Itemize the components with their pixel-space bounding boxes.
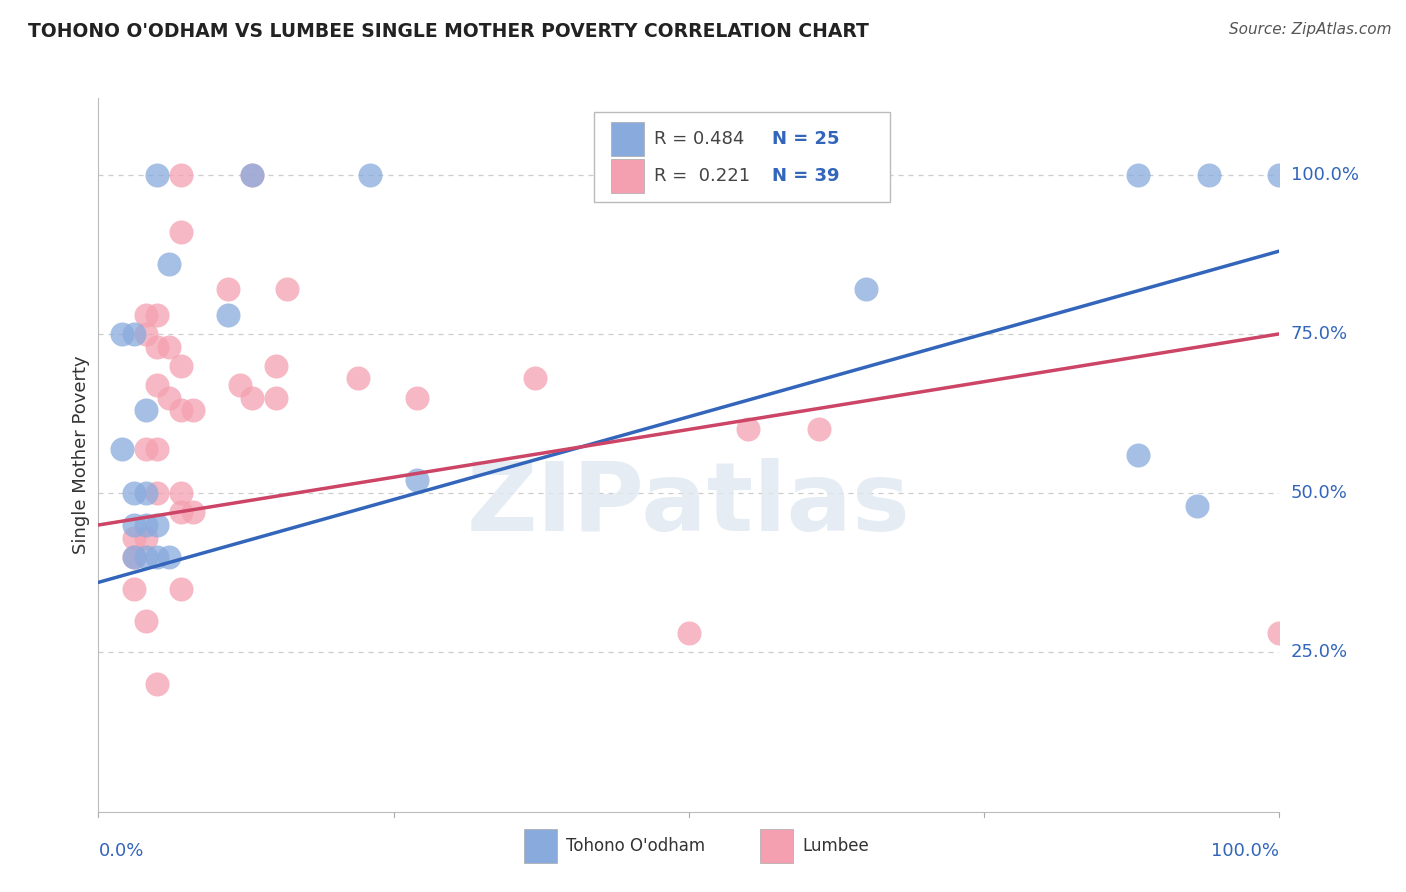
Point bbox=[122, 531, 145, 545]
Point bbox=[170, 225, 193, 239]
Point bbox=[135, 531, 157, 545]
Point bbox=[359, 168, 381, 182]
Text: N = 25: N = 25 bbox=[772, 130, 839, 148]
Point bbox=[1198, 168, 1220, 182]
FancyBboxPatch shape bbox=[523, 829, 557, 863]
Point bbox=[122, 326, 145, 341]
Point bbox=[135, 486, 157, 500]
Point bbox=[146, 549, 169, 564]
Text: 75.0%: 75.0% bbox=[1291, 325, 1348, 343]
FancyBboxPatch shape bbox=[612, 121, 644, 156]
Text: Source: ZipAtlas.com: Source: ZipAtlas.com bbox=[1229, 22, 1392, 37]
Point bbox=[135, 326, 157, 341]
Point bbox=[135, 403, 157, 417]
Point bbox=[146, 677, 169, 691]
Point bbox=[264, 359, 287, 373]
Point bbox=[240, 168, 263, 182]
Point bbox=[122, 518, 145, 533]
Point bbox=[111, 442, 134, 456]
Point bbox=[807, 422, 830, 436]
Point bbox=[146, 486, 169, 500]
Point bbox=[135, 614, 157, 628]
Point bbox=[170, 486, 193, 500]
Point bbox=[217, 282, 239, 296]
Text: 0.0%: 0.0% bbox=[98, 842, 143, 860]
Point bbox=[170, 582, 193, 596]
Point bbox=[157, 391, 180, 405]
Point bbox=[240, 168, 263, 182]
Point bbox=[181, 403, 204, 417]
Point bbox=[135, 442, 157, 456]
Point bbox=[217, 308, 239, 322]
Point bbox=[264, 391, 287, 405]
Point bbox=[122, 486, 145, 500]
Point bbox=[1126, 448, 1149, 462]
Point bbox=[1126, 168, 1149, 182]
Text: TOHONO O'ODHAM VS LUMBEE SINGLE MOTHER POVERTY CORRELATION CHART: TOHONO O'ODHAM VS LUMBEE SINGLE MOTHER P… bbox=[28, 22, 869, 41]
Text: Tohono O'odham: Tohono O'odham bbox=[567, 837, 706, 855]
Text: 25.0%: 25.0% bbox=[1291, 643, 1348, 662]
FancyBboxPatch shape bbox=[595, 112, 890, 202]
Point bbox=[678, 626, 700, 640]
Point bbox=[406, 474, 429, 488]
Point bbox=[229, 377, 252, 392]
Point bbox=[122, 549, 145, 564]
Text: ZIPatlas: ZIPatlas bbox=[467, 458, 911, 551]
Point bbox=[524, 371, 547, 385]
Point bbox=[855, 282, 877, 296]
Point bbox=[170, 359, 193, 373]
Point bbox=[276, 282, 298, 296]
Text: 100.0%: 100.0% bbox=[1291, 166, 1358, 184]
Point bbox=[111, 326, 134, 341]
Point bbox=[347, 371, 370, 385]
Point bbox=[157, 549, 180, 564]
Point bbox=[122, 582, 145, 596]
Y-axis label: Single Mother Poverty: Single Mother Poverty bbox=[72, 356, 90, 554]
Point bbox=[135, 308, 157, 322]
Point bbox=[406, 391, 429, 405]
Point bbox=[146, 340, 169, 354]
Point bbox=[146, 308, 169, 322]
Point bbox=[157, 340, 180, 354]
Point bbox=[181, 505, 204, 519]
Point bbox=[1268, 168, 1291, 182]
FancyBboxPatch shape bbox=[612, 159, 644, 193]
Point bbox=[170, 403, 193, 417]
Point bbox=[135, 518, 157, 533]
Point bbox=[146, 168, 169, 182]
Text: 50.0%: 50.0% bbox=[1291, 484, 1347, 502]
Text: Lumbee: Lumbee bbox=[803, 837, 869, 855]
Text: 100.0%: 100.0% bbox=[1212, 842, 1279, 860]
Point bbox=[146, 518, 169, 533]
Point bbox=[135, 549, 157, 564]
Point bbox=[170, 168, 193, 182]
Text: R =  0.221: R = 0.221 bbox=[654, 167, 749, 185]
Point bbox=[122, 549, 145, 564]
Point bbox=[146, 377, 169, 392]
Point bbox=[1185, 499, 1208, 513]
Point bbox=[1268, 626, 1291, 640]
Point bbox=[737, 422, 759, 436]
FancyBboxPatch shape bbox=[759, 829, 793, 863]
Text: N = 39: N = 39 bbox=[772, 167, 839, 185]
Point bbox=[146, 442, 169, 456]
Text: R = 0.484: R = 0.484 bbox=[654, 130, 744, 148]
Point bbox=[240, 391, 263, 405]
Point bbox=[170, 505, 193, 519]
Point bbox=[157, 257, 180, 271]
